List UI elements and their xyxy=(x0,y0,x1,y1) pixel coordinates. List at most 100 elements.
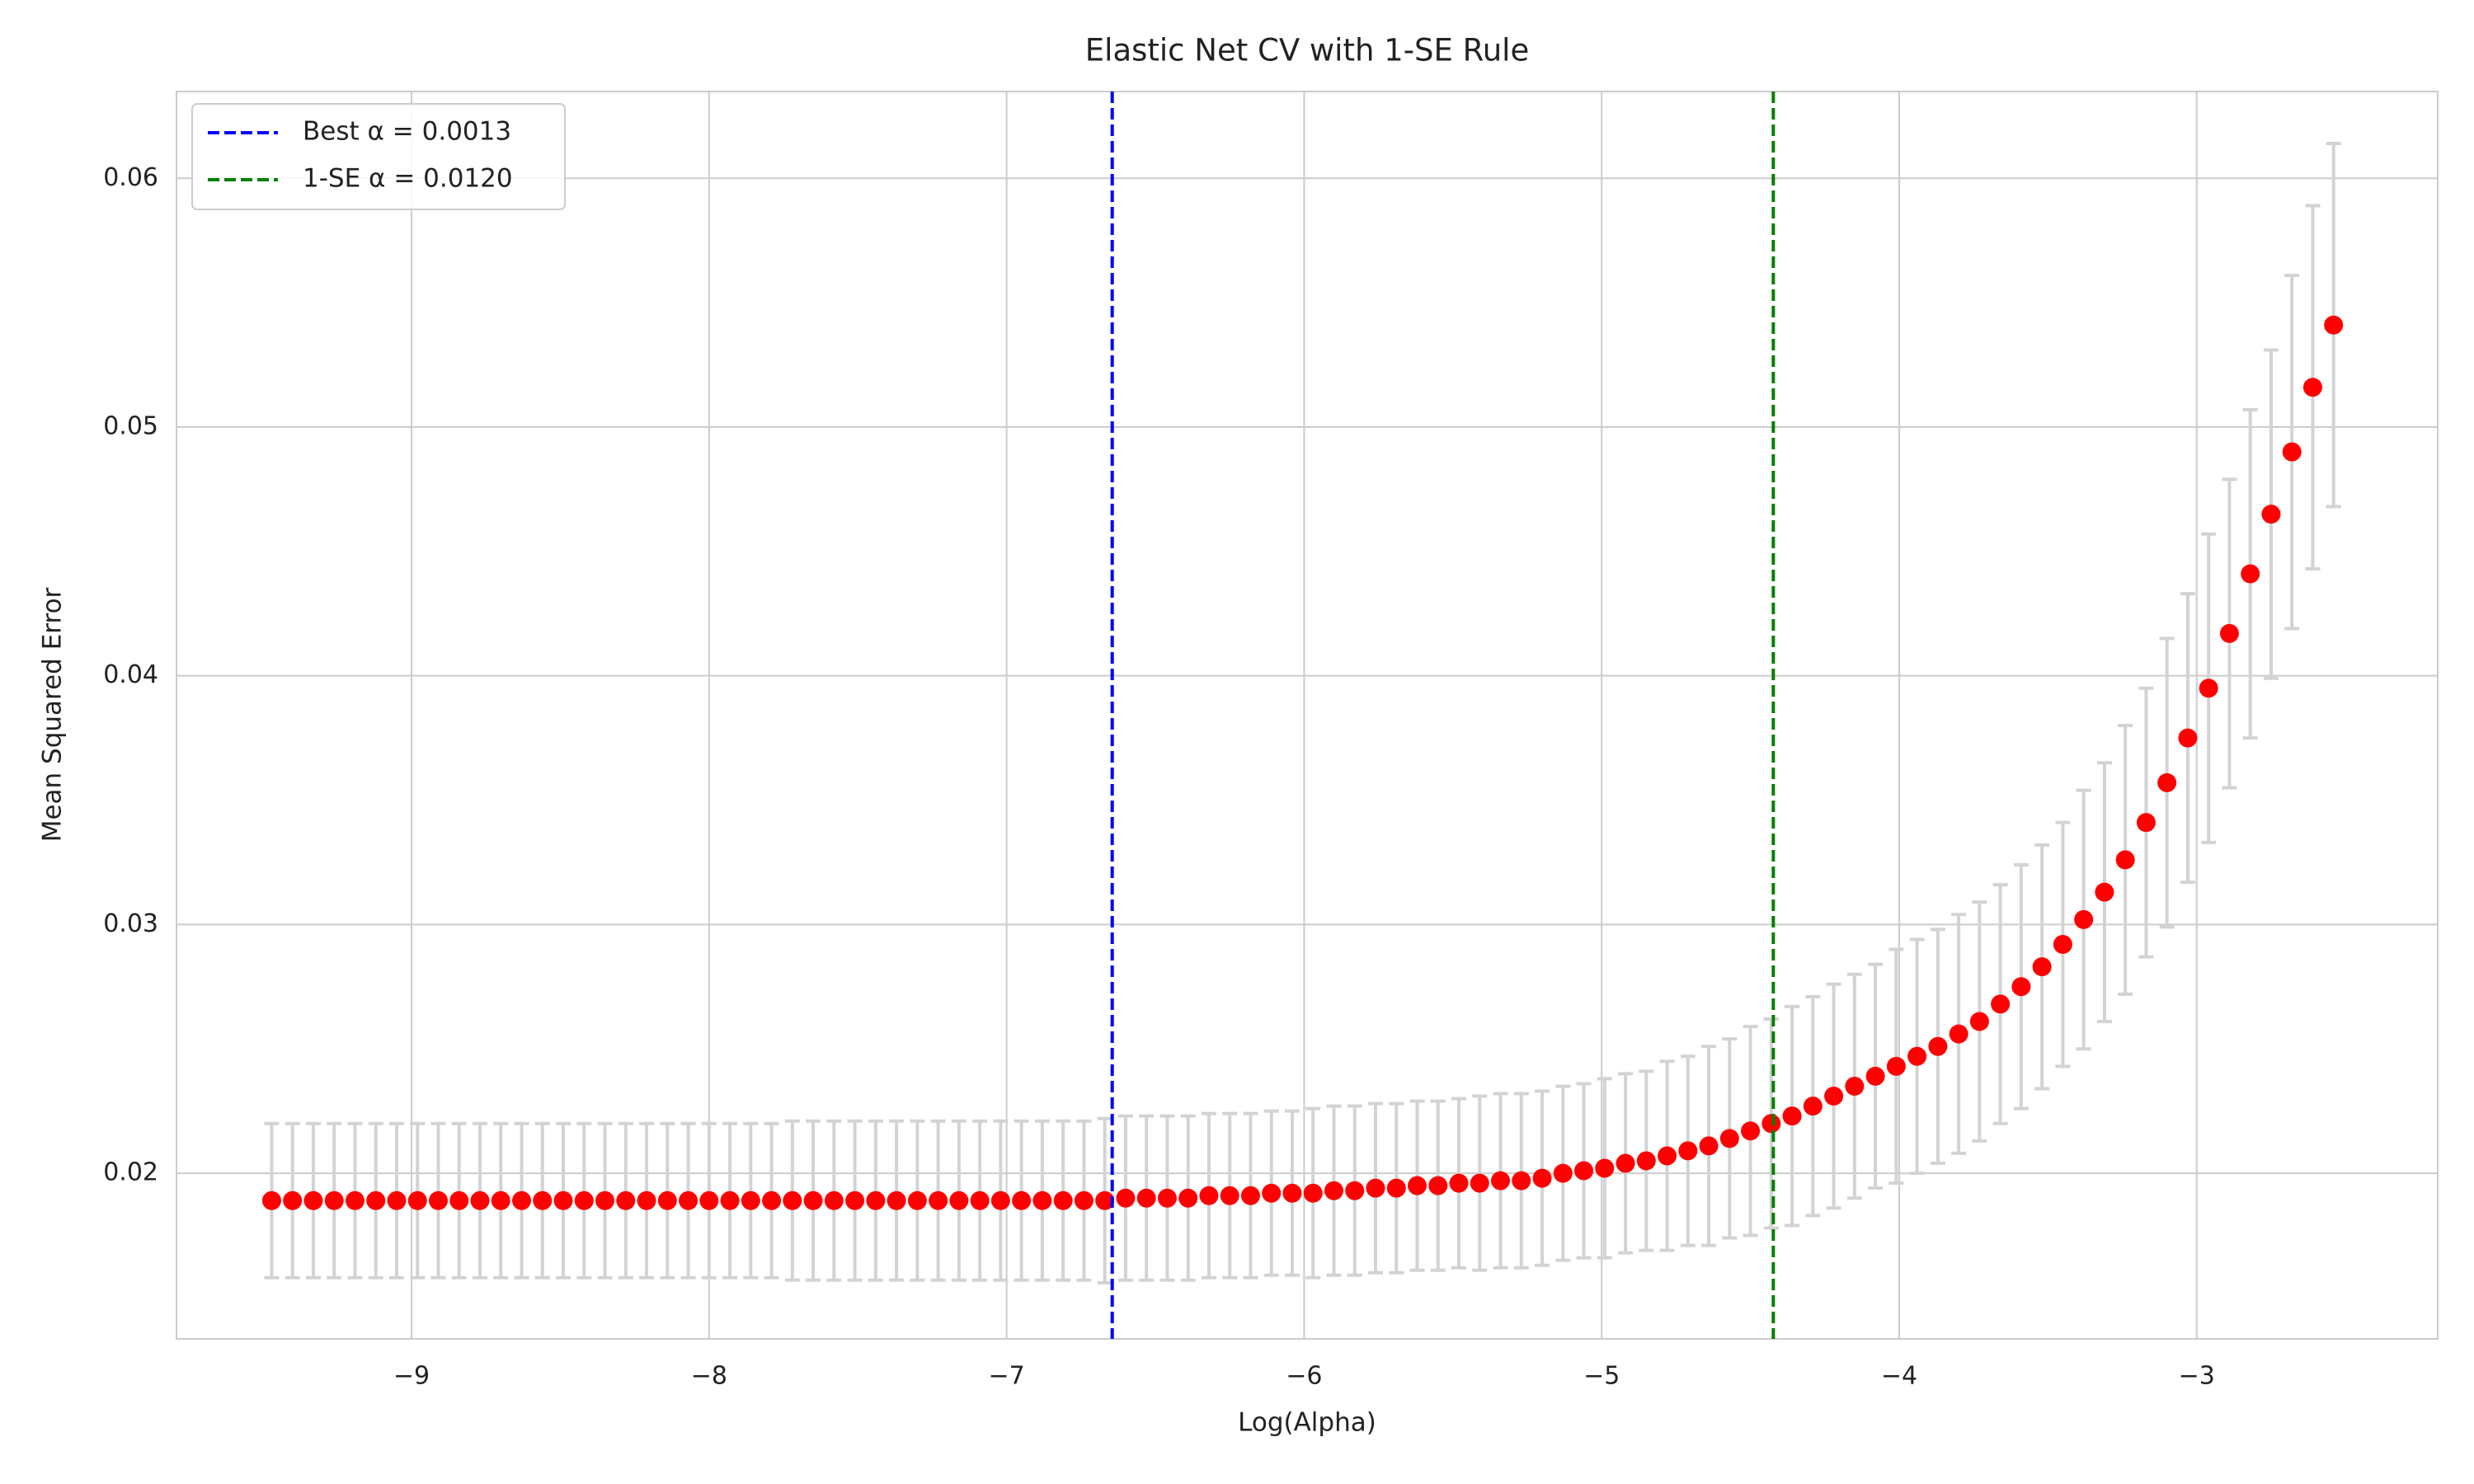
point xyxy=(2053,935,2072,955)
point xyxy=(283,1190,303,1210)
y-tick-label: 0.02 xyxy=(103,1158,158,1187)
point xyxy=(407,1190,427,1210)
x-tick-label: −8 xyxy=(691,1362,727,1391)
point xyxy=(345,1190,365,1210)
point xyxy=(1658,1146,1677,1166)
point xyxy=(1782,1106,1802,1126)
point xyxy=(1032,1190,1052,1210)
point xyxy=(1865,1066,1885,1086)
point xyxy=(1199,1186,1219,1205)
point xyxy=(1824,1087,1844,1106)
point xyxy=(2324,315,2344,335)
point xyxy=(595,1190,615,1210)
point xyxy=(1553,1163,1573,1183)
legend-box xyxy=(191,103,566,210)
point xyxy=(2219,623,2239,643)
point xyxy=(657,1190,677,1210)
y-axis-label: Mean Squared Error xyxy=(38,587,68,842)
x-tick-label: −7 xyxy=(988,1362,1024,1391)
point xyxy=(1574,1161,1594,1181)
point xyxy=(1074,1190,1094,1210)
point xyxy=(1595,1158,1615,1178)
point xyxy=(449,1190,469,1210)
point xyxy=(2302,378,2322,397)
point xyxy=(1845,1076,1865,1096)
point xyxy=(990,1190,1010,1210)
point xyxy=(553,1190,573,1210)
x-tick-label: −9 xyxy=(393,1362,430,1391)
point xyxy=(866,1190,886,1210)
x-tick-label: −6 xyxy=(1286,1362,1322,1391)
point xyxy=(1449,1173,1469,1193)
point xyxy=(1262,1183,1282,1203)
plot-frame xyxy=(176,91,2439,1340)
x-axis-label: Log(Alpha) xyxy=(1238,1408,1376,1438)
point xyxy=(699,1190,719,1210)
point xyxy=(574,1190,594,1210)
point xyxy=(2199,679,2218,698)
point xyxy=(1345,1181,1365,1200)
point xyxy=(1053,1190,1073,1210)
point xyxy=(824,1190,844,1210)
point xyxy=(2157,773,2177,792)
point xyxy=(1928,1036,1948,1056)
point xyxy=(762,1190,782,1210)
point xyxy=(741,1190,760,1210)
point xyxy=(1907,1046,1927,1066)
point xyxy=(261,1190,281,1210)
point xyxy=(1366,1178,1385,1198)
point xyxy=(1178,1188,1198,1208)
point xyxy=(1095,1190,1115,1210)
point xyxy=(1157,1188,1177,1208)
x-tick-label: −4 xyxy=(1881,1362,1917,1391)
point xyxy=(907,1190,927,1210)
point xyxy=(2241,564,2260,584)
legend-label: Best α = 0.0013 xyxy=(303,117,511,147)
point xyxy=(2032,957,2052,977)
y-tick-label: 0.04 xyxy=(103,660,158,689)
point xyxy=(1324,1181,1343,1200)
point xyxy=(1991,994,2011,1014)
point xyxy=(616,1190,636,1210)
point xyxy=(470,1190,490,1210)
point xyxy=(512,1190,532,1210)
point xyxy=(679,1190,698,1210)
y-tick-label: 0.05 xyxy=(103,411,158,440)
point xyxy=(1220,1186,1239,1205)
point xyxy=(887,1190,906,1210)
point xyxy=(1386,1178,1406,1198)
point xyxy=(1969,1012,1989,1031)
point xyxy=(1428,1176,1448,1195)
y-tick-label: 0.06 xyxy=(103,163,158,192)
point xyxy=(1803,1097,1823,1116)
point xyxy=(1240,1186,1260,1205)
point xyxy=(845,1190,865,1210)
point xyxy=(2011,977,2031,997)
point xyxy=(1136,1188,1156,1208)
point xyxy=(366,1190,386,1210)
point xyxy=(1886,1056,1906,1076)
point xyxy=(637,1190,656,1210)
point xyxy=(2282,442,2302,462)
point xyxy=(1719,1129,1739,1148)
point xyxy=(1699,1136,1719,1156)
x-tick-label: −5 xyxy=(1583,1362,1620,1391)
point xyxy=(387,1190,407,1210)
point xyxy=(1282,1183,1302,1203)
point xyxy=(1741,1121,1761,1141)
point xyxy=(929,1190,948,1210)
point xyxy=(2095,882,2114,902)
point xyxy=(1636,1151,1656,1171)
point xyxy=(1949,1024,1968,1044)
point xyxy=(2115,850,2135,870)
point xyxy=(533,1190,553,1210)
point xyxy=(1678,1141,1698,1161)
chart-title: Elastic Net CV with 1-SE Rule xyxy=(1085,33,1529,68)
point xyxy=(803,1190,823,1210)
point xyxy=(970,1190,990,1210)
point xyxy=(324,1190,344,1210)
point xyxy=(1491,1171,1511,1190)
point xyxy=(2261,505,2281,524)
point xyxy=(1532,1168,1552,1188)
